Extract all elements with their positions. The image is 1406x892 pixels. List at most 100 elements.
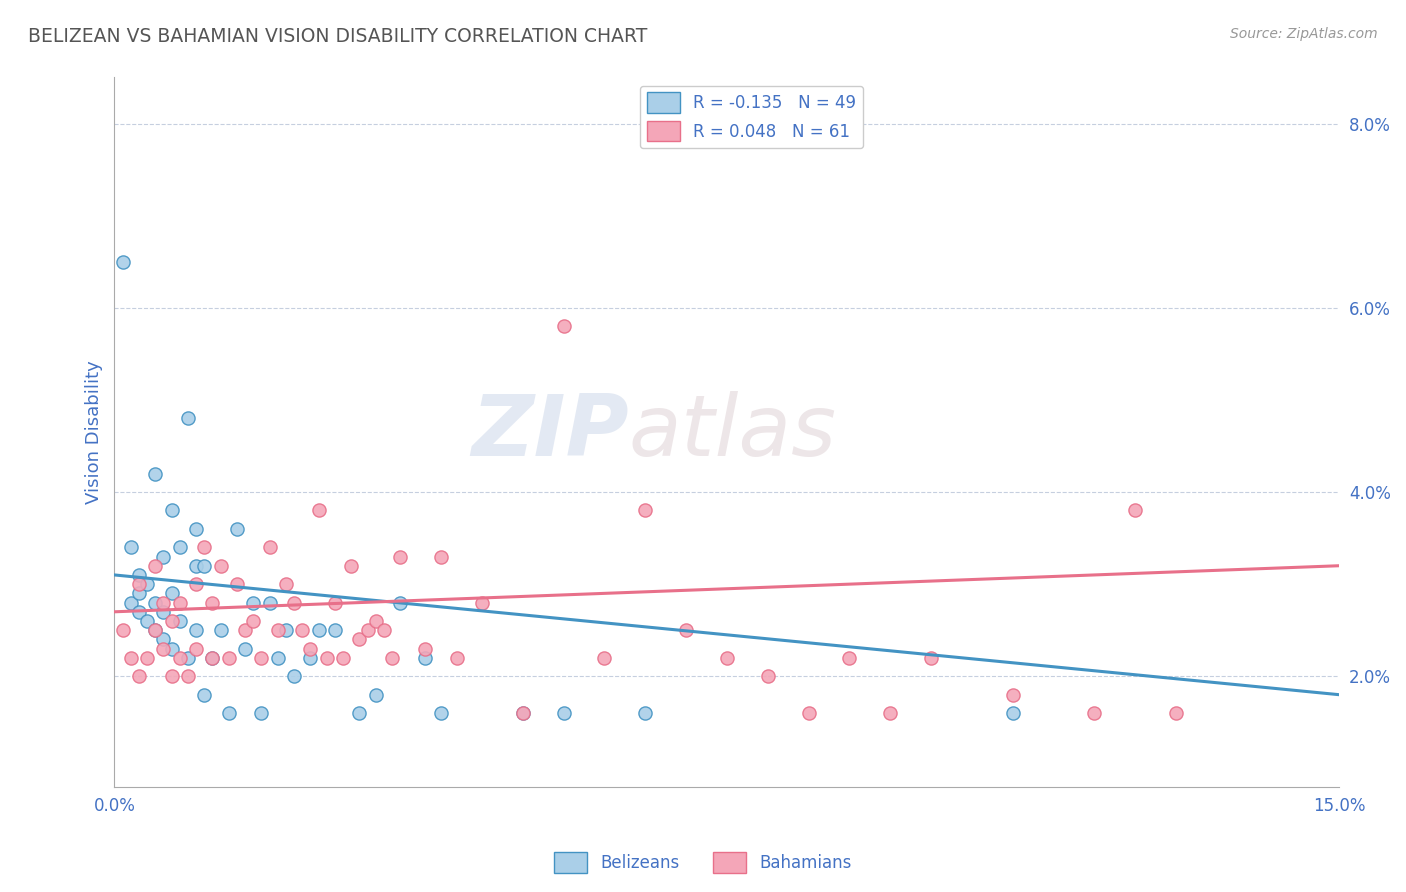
Point <box>340 558 363 573</box>
Point <box>267 624 290 638</box>
Point <box>471 596 494 610</box>
Y-axis label: Vision Disability: Vision Disability <box>86 360 103 504</box>
Point <box>152 596 174 610</box>
Point <box>283 669 305 683</box>
Point <box>169 651 191 665</box>
Point <box>152 632 174 647</box>
Point <box>1001 688 1024 702</box>
Point <box>120 651 142 665</box>
Point <box>225 522 247 536</box>
Point <box>756 669 779 683</box>
Point <box>512 706 534 720</box>
Point <box>152 549 174 564</box>
Point <box>299 641 322 656</box>
Point <box>233 641 256 656</box>
Point <box>389 596 412 610</box>
Point <box>553 319 575 334</box>
Point <box>184 577 207 591</box>
Point <box>1001 706 1024 720</box>
Legend: Belizeans, Bahamians: Belizeans, Bahamians <box>547 846 859 880</box>
Point <box>128 669 150 683</box>
Text: atlas: atlas <box>628 391 837 474</box>
Point <box>143 624 166 638</box>
Point <box>160 669 183 683</box>
Point <box>209 558 232 573</box>
Point <box>308 624 330 638</box>
Point <box>169 614 191 628</box>
Point <box>308 503 330 517</box>
Point <box>111 624 134 638</box>
Point <box>128 577 150 591</box>
Point <box>184 641 207 656</box>
Legend: R = -0.135   N = 49, R = 0.048   N = 61: R = -0.135 N = 49, R = 0.048 N = 61 <box>640 86 863 148</box>
Point <box>169 541 191 555</box>
Point <box>193 558 215 573</box>
Point <box>274 624 297 638</box>
Point <box>128 568 150 582</box>
Point <box>218 706 240 720</box>
Point <box>797 706 820 720</box>
Point <box>128 586 150 600</box>
Point <box>675 624 697 638</box>
Point <box>143 558 166 573</box>
Point <box>201 651 224 665</box>
Point <box>349 706 371 720</box>
Point <box>430 706 453 720</box>
Point <box>634 706 657 720</box>
Point <box>446 651 468 665</box>
Point <box>136 651 159 665</box>
Point <box>177 669 200 683</box>
Point <box>242 614 264 628</box>
Point <box>250 706 273 720</box>
Point <box>274 577 297 591</box>
Point <box>593 651 616 665</box>
Point <box>1123 503 1146 517</box>
Point <box>160 614 183 628</box>
Point <box>364 614 387 628</box>
Point <box>193 688 215 702</box>
Point <box>512 706 534 720</box>
Point <box>1164 706 1187 720</box>
Point <box>169 596 191 610</box>
Point <box>160 586 183 600</box>
Point <box>128 605 150 619</box>
Text: ZIP: ZIP <box>471 391 628 474</box>
Point <box>111 254 134 268</box>
Text: Source: ZipAtlas.com: Source: ZipAtlas.com <box>1230 27 1378 41</box>
Point <box>381 651 404 665</box>
Point <box>332 651 354 665</box>
Point <box>152 641 174 656</box>
Point <box>225 577 247 591</box>
Point <box>413 651 436 665</box>
Point <box>233 624 256 638</box>
Point <box>259 596 281 610</box>
Point <box>209 624 232 638</box>
Point <box>184 522 207 536</box>
Point <box>136 614 159 628</box>
Text: BELIZEAN VS BAHAMIAN VISION DISABILITY CORRELATION CHART: BELIZEAN VS BAHAMIAN VISION DISABILITY C… <box>28 27 648 45</box>
Point <box>242 596 264 610</box>
Point <box>283 596 305 610</box>
Point <box>553 706 575 720</box>
Point <box>838 651 860 665</box>
Point <box>218 651 240 665</box>
Point <box>323 624 346 638</box>
Point <box>143 467 166 481</box>
Point <box>716 651 738 665</box>
Point <box>120 541 142 555</box>
Point <box>430 549 453 564</box>
Point <box>152 605 174 619</box>
Point <box>120 596 142 610</box>
Point <box>879 706 901 720</box>
Point <box>184 624 207 638</box>
Point <box>201 651 224 665</box>
Point <box>160 503 183 517</box>
Point <box>250 651 273 665</box>
Point <box>634 503 657 517</box>
Point <box>291 624 314 638</box>
Point <box>259 541 281 555</box>
Point <box>267 651 290 665</box>
Point <box>323 596 346 610</box>
Point <box>389 549 412 564</box>
Point <box>136 577 159 591</box>
